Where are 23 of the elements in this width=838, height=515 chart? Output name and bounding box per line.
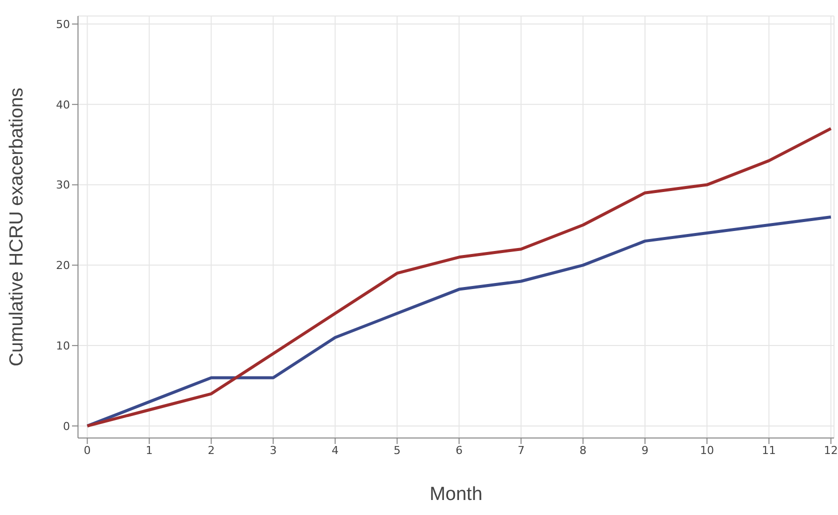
y-tick-label: 50 <box>56 18 70 31</box>
y-tick-label: 30 <box>56 178 70 192</box>
x-tick-label: 12 <box>824 444 838 457</box>
x-tick-label: 1 <box>146 444 153 457</box>
y-tick-label: 0 <box>63 420 70 433</box>
y-tick-label: 20 <box>56 259 70 272</box>
x-tick-label: 3 <box>270 444 277 457</box>
x-tick-label: 7 <box>518 444 525 457</box>
line-series <box>86 127 832 428</box>
x-tick-label: 8 <box>580 444 587 457</box>
line-series <box>86 215 832 428</box>
x-tick-label: 10 <box>700 444 714 457</box>
x-tick-label: 2 <box>208 444 215 457</box>
x-tick-label: 9 <box>642 444 648 457</box>
x-tick-label: 11 <box>762 444 776 457</box>
y-tick-label: 10 <box>56 339 70 352</box>
y-axis-title: Cumulative HCRU exacerbations <box>6 88 28 366</box>
x-tick-label: 5 <box>394 444 401 457</box>
y-tick-label: 40 <box>56 98 70 112</box>
x-tick-label: 4 <box>332 444 339 457</box>
x-axis-title: Month <box>430 484 482 505</box>
x-tick-label: 0 <box>84 444 91 457</box>
x-tick-label: 6 <box>456 444 463 457</box>
